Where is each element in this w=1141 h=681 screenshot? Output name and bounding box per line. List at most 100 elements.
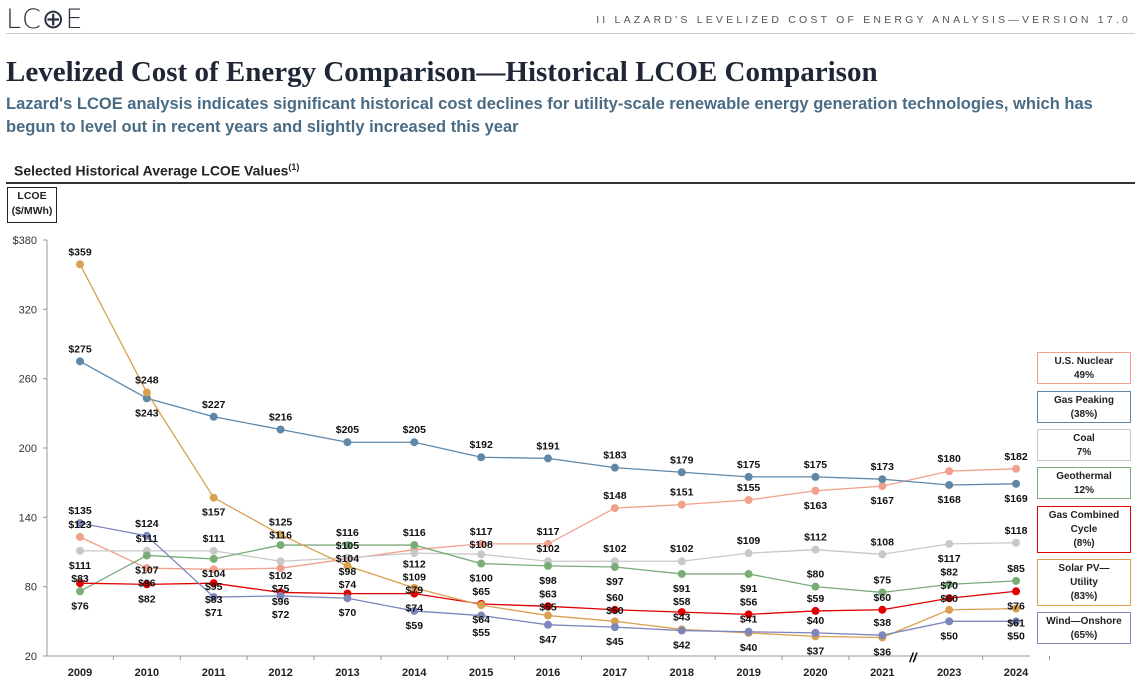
legend-label: Gas Combined <box>1048 510 1120 521</box>
data-point-gas-peaking <box>209 412 218 421</box>
data-point-u-s-nuclear <box>76 532 84 541</box>
data-point-u-s-nuclear <box>610 504 619 513</box>
data-point-solar-pv-utility <box>410 583 419 592</box>
data-label-geothermal: $76 <box>71 600 89 612</box>
data-point-gas-peaking <box>610 463 619 472</box>
data-point-coal <box>209 546 218 555</box>
data-label-geothermal: $80 <box>807 569 825 581</box>
data-label-solar-pv-utility: $40 <box>740 642 758 654</box>
data-label-gas-peaking: $205 <box>403 424 427 436</box>
data-label-wind-onshore: $50 <box>1007 631 1025 643</box>
data-point-gas-peaking <box>343 438 352 447</box>
data-label-gas-peaking: $205 <box>336 424 360 436</box>
data-label-solar-pv-utility: $79 <box>406 585 424 597</box>
data-label-geothermal: $97 <box>606 576 624 588</box>
data-label-u-s-nuclear: $123 <box>68 519 92 531</box>
data-point-coal <box>811 545 820 554</box>
data-label-gas-peaking: $179 <box>670 454 694 466</box>
data-point-solar-pv-utility <box>343 561 352 570</box>
data-label-gas-peaking: $169 <box>1004 493 1028 505</box>
legend-item-wind-onshore: Wind—Onshore (65%) <box>1037 612 1131 644</box>
data-label-gas-combined-cycle: $74 <box>339 579 357 591</box>
x-tick-label: 2017 <box>603 667 627 679</box>
data-label-gas-combined-cycle: $59 <box>807 593 825 605</box>
data-label-wind-onshore: $124 <box>135 518 159 530</box>
data-label-wind-onshore: $45 <box>606 636 624 648</box>
data-point-coal <box>477 550 486 559</box>
section-title-text: Selected Historical Average LCOE Values <box>14 162 289 179</box>
data-point-wind-onshore <box>544 620 553 629</box>
data-point-wind-onshore <box>276 591 285 600</box>
data-point-gas-peaking <box>945 480 954 489</box>
data-label-coal: $109 <box>403 572 427 584</box>
lcoe-logo: LC⊕E <box>6 4 84 35</box>
data-label-solar-pv-utility: $50 <box>606 605 624 617</box>
data-label-wind-onshore: $47 <box>539 634 557 646</box>
data-label-geothermal: $75 <box>874 574 892 586</box>
data-point-u-s-nuclear <box>744 496 753 504</box>
data-label-coal: $111 <box>203 533 225 545</box>
data-point-wind-onshore <box>477 611 486 620</box>
x-tick-label: 2018 <box>669 667 693 679</box>
data-point-u-s-nuclear <box>276 564 285 573</box>
section-title: Selected Historical Average LCOE Values(… <box>14 162 299 179</box>
data-point-geothermal <box>744 569 753 578</box>
x-tick-label: 2019 <box>736 667 760 679</box>
data-label-gas-peaking: $175 <box>737 459 761 471</box>
data-label-gas-combined-cycle: $63 <box>539 588 557 600</box>
data-label-solar-pv-utility: $60 <box>940 593 958 605</box>
data-label-geothermal: $91 <box>740 583 758 595</box>
data-label-wind-onshore: $42 <box>673 640 691 652</box>
data-point-gas-peaking <box>544 454 553 463</box>
data-point-geothermal <box>142 551 151 560</box>
data-label-u-s-nuclear: $96 <box>272 596 290 608</box>
data-point-geothermal <box>76 587 84 596</box>
data-point-solar-pv-utility <box>1012 604 1021 613</box>
data-point-solar-pv-utility <box>276 530 285 539</box>
data-label-u-s-nuclear: $96 <box>138 577 156 589</box>
data-point-coal <box>878 550 887 559</box>
data-point-gas-peaking <box>410 438 419 447</box>
data-label-coal: $105 <box>336 540 360 552</box>
data-point-gas-peaking <box>142 394 151 403</box>
data-label-solar-pv-utility: $55 <box>539 601 557 613</box>
data-point-gas-peaking <box>878 475 887 484</box>
data-point-wind-onshore <box>945 617 954 626</box>
data-label-geothermal: $91 <box>673 583 691 595</box>
data-label-wind-onshore: $72 <box>272 609 290 621</box>
data-label-solar-pv-utility: $157 <box>202 507 226 519</box>
y-tick-label: 140 <box>19 512 37 524</box>
data-point-u-s-nuclear <box>477 539 486 548</box>
data-point-coal <box>343 553 352 562</box>
data-point-coal <box>744 549 753 558</box>
data-point-gas-combined-cycle <box>76 579 84 588</box>
data-label-geothermal: $85 <box>1007 563 1025 575</box>
data-label-u-s-nuclear: $155 <box>737 482 761 494</box>
data-label-gas-peaking: $275 <box>68 343 92 355</box>
x-tick-label: 2013 <box>335 667 359 679</box>
data-label-solar-pv-utility: $125 <box>269 517 293 529</box>
data-point-gas-peaking <box>76 357 84 366</box>
data-point-gas-combined-cycle <box>811 606 820 615</box>
legend-label: Wind—Onshore <box>1046 616 1122 627</box>
data-point-u-s-nuclear <box>209 565 218 574</box>
data-point-geothermal <box>1012 576 1021 585</box>
data-point-gas-combined-cycle <box>610 605 619 614</box>
data-label-geothermal: $107 <box>135 564 159 576</box>
data-point-wind-onshore <box>343 594 352 603</box>
data-label-gas-peaking: $183 <box>603 450 627 462</box>
data-label-geothermal: $98 <box>539 575 557 587</box>
legend-item-geothermal: Geothermal 12% <box>1037 467 1131 499</box>
x-tick-label: 2023 <box>937 667 961 679</box>
data-label-u-s-nuclear: $180 <box>938 453 962 465</box>
legend-change: (83%) <box>1070 591 1098 602</box>
data-label-geothermal: $100 <box>469 573 493 585</box>
data-point-solar-pv-utility <box>610 617 619 626</box>
data-label-geothermal: $82 <box>940 566 958 578</box>
data-label-wind-onshore: $40 <box>807 615 825 627</box>
data-point-gas-combined-cycle <box>1012 587 1021 596</box>
y-tick-label: 260 <box>19 374 37 386</box>
data-point-solar-pv-utility <box>544 611 553 620</box>
page-title: Levelized Cost of Energy Comparison—Hist… <box>6 56 878 88</box>
data-point-gas-combined-cycle <box>142 580 151 589</box>
